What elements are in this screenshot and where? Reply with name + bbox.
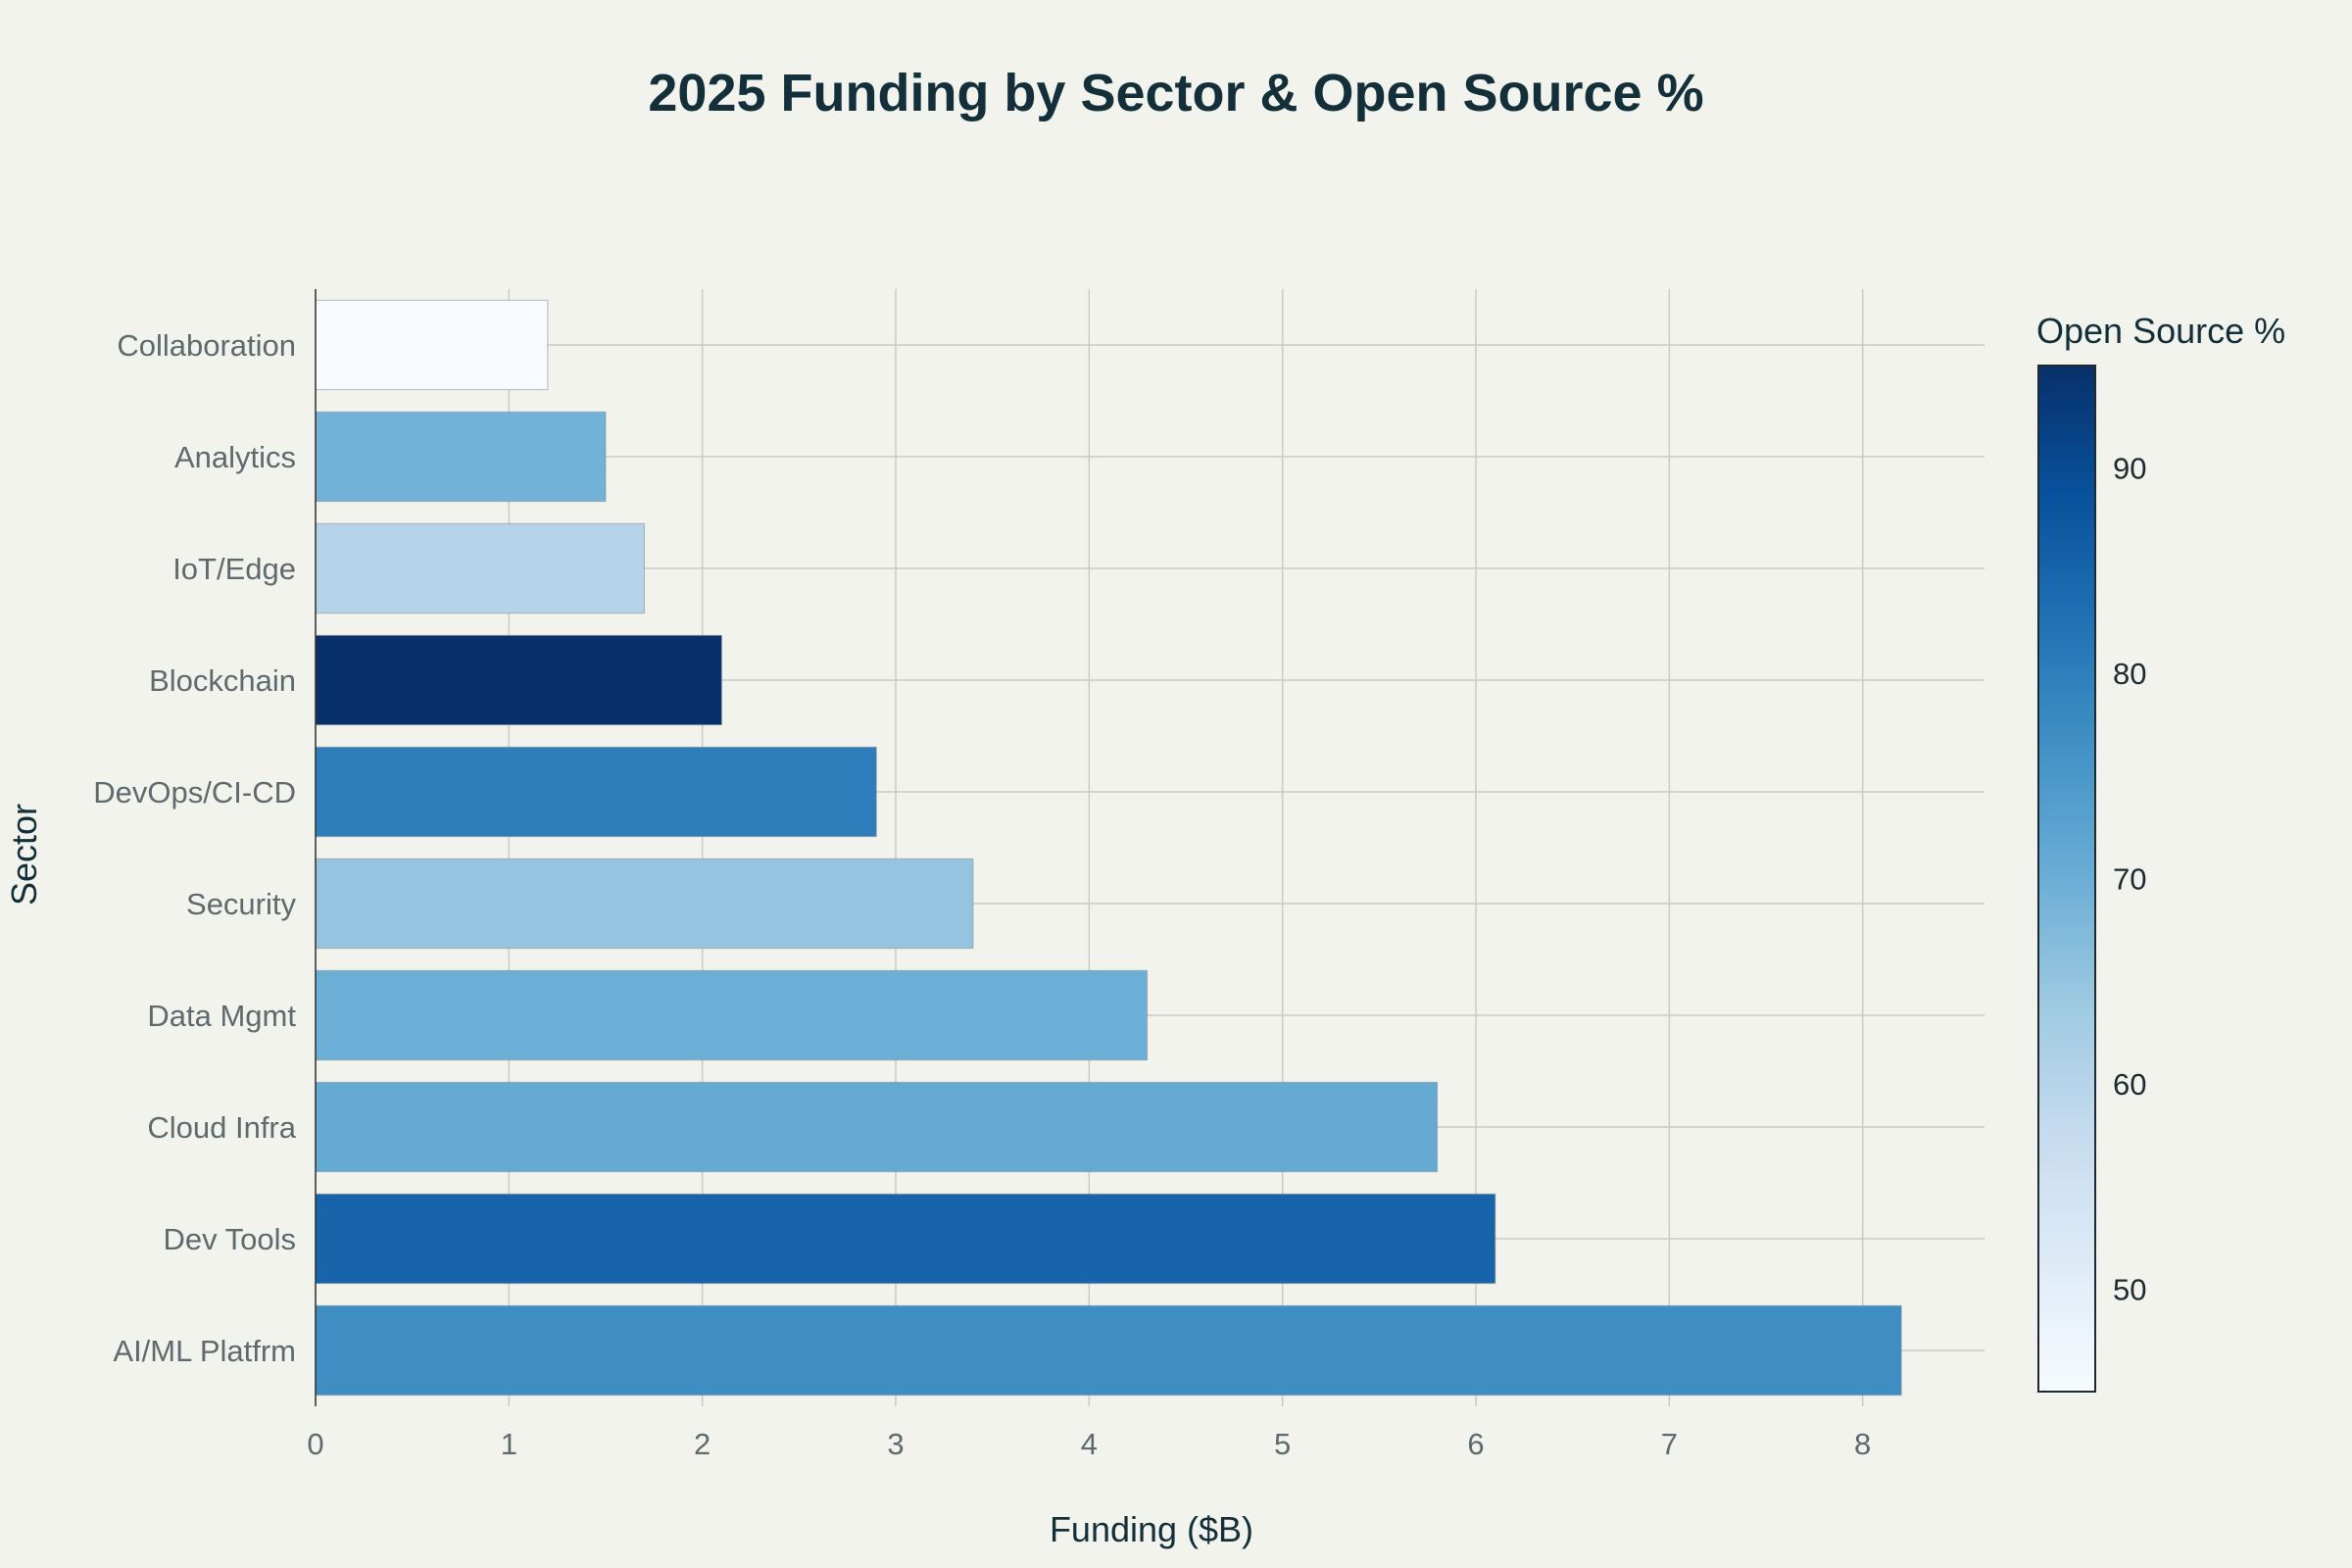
bar-collaboration — [315, 299, 549, 391]
y-tick-label: Data Mgmt — [147, 999, 296, 1033]
bar-analytics — [315, 411, 607, 503]
x-tick-label: 2 — [694, 1427, 710, 1461]
bar-cloud-infra — [315, 1081, 1439, 1173]
y-tick-label: Blockchain — [149, 663, 296, 698]
x-tick-label: 6 — [1467, 1427, 1484, 1461]
x-tick-label: 1 — [501, 1427, 517, 1461]
y-tick-label: Analytics — [174, 440, 296, 474]
y-tick-label: AI/ML Platfrm — [113, 1334, 296, 1368]
colorbar-tick-label: 70 — [2113, 862, 2146, 897]
colorbar-tick-label: 90 — [2113, 452, 2146, 486]
bar-dev-tools — [315, 1193, 1496, 1285]
y-tick-label: DevOps/CI-CD — [93, 775, 296, 809]
x-tick-label: 4 — [1081, 1427, 1098, 1461]
bar-devops-ci-cd — [315, 746, 877, 838]
colorbar-gradient — [2037, 365, 2096, 1393]
y-tick-label: Security — [186, 887, 296, 921]
chart-title: 2025 Funding by Sector & Open Source % — [648, 64, 1703, 122]
bar-security — [315, 858, 974, 950]
x-tick-label: 8 — [1854, 1427, 1871, 1461]
y-tick-label: Cloud Infra — [147, 1110, 296, 1145]
y-tick-label: IoT/Edge — [172, 552, 296, 586]
colorbar-title: Open Source % — [2036, 311, 2285, 351]
y-tick-labels: AI/ML Platfrm Dev Tools Cloud Infra Data Mg… — [93, 328, 296, 1368]
y-axis-title: Sector — [4, 804, 44, 906]
colorbar-tick-label: 80 — [2113, 657, 2146, 691]
bar-ai-ml-platfrm — [315, 1304, 1902, 1396]
bar-iot-edge — [315, 522, 646, 614]
y-tick-label: Collaboration — [117, 328, 296, 363]
x-tick-label: 5 — [1274, 1427, 1291, 1461]
y-tick-label: Dev Tools — [163, 1222, 296, 1256]
colorbar-tick-label: 50 — [2113, 1272, 2146, 1306]
colorbar: Open Source % 50 60 70 80 90 — [2036, 311, 2285, 1393]
x-axis-title: Funding ($B) — [1050, 1509, 1253, 1549]
x-tick-label: 3 — [887, 1427, 904, 1461]
x-tick-label: 0 — [307, 1427, 323, 1461]
bars — [315, 299, 1902, 1396]
colorbar-tick-label: 60 — [2113, 1067, 2146, 1102]
bar-data-mgmt — [315, 969, 1149, 1061]
x-tick-label: 7 — [1661, 1427, 1678, 1461]
x-tick-labels: 0 1 2 3 4 5 6 7 8 — [307, 1427, 1871, 1461]
bar-blockchain — [315, 634, 723, 726]
